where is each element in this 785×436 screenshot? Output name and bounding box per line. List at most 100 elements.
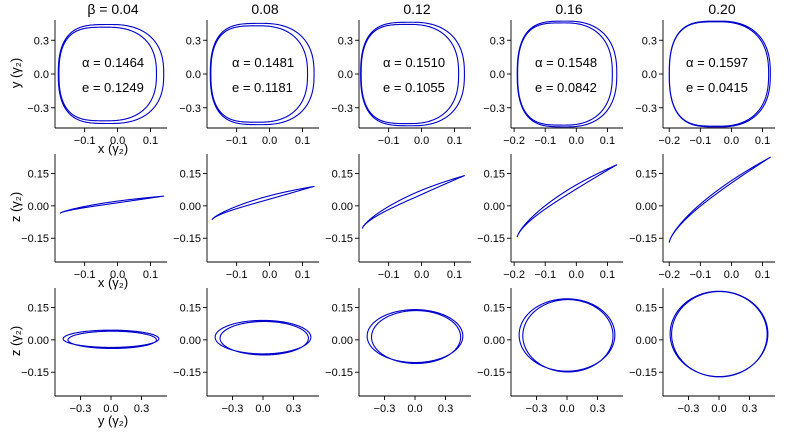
y-tick-label: 0.00 <box>180 335 201 347</box>
x-tick-label: 0.0 <box>724 135 739 147</box>
panel-y-z-beta-0.04: −0.3 0.0 0.3 0.15 0.00 −0.15 <box>21 288 167 415</box>
panel-y-z-beta-0.2: −0.3 0.0 0.3 0.15 0.00 −0.15 <box>629 288 775 415</box>
y-tick-label: 0.3 <box>186 35 201 47</box>
y-tick-label: 0.15 <box>28 168 49 180</box>
alpha-value: α = 0.1597 <box>686 55 748 70</box>
orbit-curve <box>669 290 769 378</box>
x-tick-label: 0.0 <box>262 135 277 147</box>
y-tick-label: 0.15 <box>180 168 201 180</box>
orbit-curve <box>516 164 618 238</box>
x-tick-label: −0.1 <box>74 135 96 147</box>
y-tick-label: −0.3 <box>331 103 353 115</box>
orbit-curve <box>57 23 165 125</box>
x-tick-label: −0.1 <box>534 135 556 147</box>
col-title-1: β = 0.04 <box>87 1 138 17</box>
x-tick-label: 0.0 <box>569 135 584 147</box>
orbit-curve <box>209 22 315 126</box>
y-tick-label: 0.0 <box>186 69 201 81</box>
orbit-curve <box>361 175 465 229</box>
y-tick-label: 0.0 <box>490 69 505 81</box>
x-tick-label: 0.3 <box>134 403 149 415</box>
e-value: e = 0.1181 <box>232 80 293 95</box>
alpha-value: α = 0.1464 <box>82 55 144 70</box>
col-title-2: 0.08 <box>251 1 278 17</box>
y-tick-label: 0.00 <box>28 335 49 347</box>
panel-x-y-beta-0.16: −0.2 −0.1 0.0 0.1 0.3 0.0 −0.3 <box>483 20 623 147</box>
row1-xlabel: x (γ₂) <box>98 141 128 156</box>
orbit-curve <box>516 20 618 128</box>
y-tick-label: −0.3 <box>635 103 657 115</box>
x-tick-label: −0.2 <box>658 269 680 281</box>
x-tick-label: −0.1 <box>378 135 400 147</box>
x-tick-label: −0.3 <box>222 403 244 415</box>
e-value: e = 0.0842 <box>535 80 597 95</box>
row3-xlabel: y (γ₂) <box>98 413 128 428</box>
panel-x-z-beta-0.16: −0.2 −0.1 0.0 0.1 0.15 0.00 −0.15 <box>477 154 623 281</box>
y-tick-label: 0.3 <box>490 35 505 47</box>
panel-x-z-beta-0.2: −0.2 −0.1 0.0 0.1 0.15 0.00 −0.15 <box>629 154 775 281</box>
x-tick-label: 0.1 <box>755 269 770 281</box>
x-tick-label: 0.3 <box>590 403 605 415</box>
row2-xlabel: x (γ₂) <box>98 275 128 290</box>
y-tick-label: 0.15 <box>636 302 657 314</box>
panel-x-y-beta-0.12: −0.1 0.0 0.1 0.3 0.0 −0.3 <box>331 20 471 147</box>
panel-x-z-beta-0.08: −0.1 0.0 0.1 0.15 0.00 −0.15 <box>173 154 319 281</box>
orbit-curve <box>668 156 771 243</box>
annotation-col-5: α = 0.1597 e = 0.0415 <box>686 55 748 95</box>
panel-x-z-beta-0.12: −0.1 0.0 0.1 0.15 0.00 −0.15 <box>325 154 471 281</box>
x-tick-label: −0.1 <box>226 135 248 147</box>
orbit-curve <box>214 319 312 356</box>
x-tick-label: 0.3 <box>742 403 757 415</box>
panel-y-z-beta-0.08: −0.3 0.0 0.3 0.15 0.00 −0.15 <box>173 288 319 415</box>
y-tick-label: −0.15 <box>325 233 353 245</box>
x-tick-label: 0.0 <box>414 135 429 147</box>
x-tick-label: 0.1 <box>447 135 462 147</box>
x-tick-label: −0.3 <box>70 403 92 415</box>
orbit-curve <box>62 329 160 350</box>
x-tick-label: −0.1 <box>74 269 96 281</box>
annotation-col-1: α = 0.1464 e = 0.1249 <box>82 55 144 95</box>
y-tick-label: 0.00 <box>636 201 657 213</box>
x-tick-label: −0.2 <box>658 135 680 147</box>
col-title-3: 0.12 <box>403 1 430 17</box>
x-tick-label: −0.3 <box>374 403 396 415</box>
x-tick-label: 0.0 <box>569 269 584 281</box>
x-tick-label: 0.0 <box>103 403 118 415</box>
y-tick-label: 0.15 <box>332 168 353 180</box>
x-tick-label: −0.1 <box>689 269 711 281</box>
x-tick-label: −0.2 <box>503 269 525 281</box>
e-value: e = 0.0415 <box>686 80 748 95</box>
panel-y-z-beta-0.16: −0.3 0.0 0.3 0.15 0.00 −0.15 <box>477 288 623 415</box>
y-tick-label: 0.00 <box>332 335 353 347</box>
y-tick-label: 0.3 <box>34 35 49 47</box>
y-tick-label: 0.15 <box>484 168 505 180</box>
x-tick-label: 0.0 <box>110 269 125 281</box>
y-tick-label: 0.00 <box>180 201 201 213</box>
x-tick-label: −0.1 <box>534 269 556 281</box>
x-tick-label: 0.1 <box>143 269 158 281</box>
y-tick-label: 0.00 <box>636 335 657 347</box>
y-tick-label: −0.15 <box>21 367 49 379</box>
alpha-value: α = 0.1548 <box>535 55 597 70</box>
x-tick-label: 0.0 <box>414 269 429 281</box>
x-tick-label: 0.1 <box>447 269 462 281</box>
x-tick-label: 0.3 <box>286 403 301 415</box>
x-tick-label: 0.0 <box>262 269 277 281</box>
y-tick-label: −0.15 <box>21 233 49 245</box>
annotation-col-3: α = 0.1510 e = 0.1055 <box>383 55 445 95</box>
x-tick-label: −0.3 <box>678 403 700 415</box>
x-tick-label: 0.1 <box>600 269 615 281</box>
x-tick-label: −0.1 <box>226 269 248 281</box>
y-tick-label: 0.0 <box>34 69 49 81</box>
annotation-col-2: α = 0.1481 e = 0.1181 <box>232 55 294 95</box>
y-tick-label: 0.3 <box>642 35 657 47</box>
panel-x-y-beta-0.08: −0.1 0.0 0.1 0.3 0.0 −0.3 <box>179 20 319 147</box>
panel-y-z-beta-0.12: −0.3 0.0 0.3 0.15 0.00 −0.15 <box>325 288 471 415</box>
e-value: e = 0.1249 <box>82 80 144 95</box>
panel-x-y-beta-0.2: −0.2 −0.1 0.0 0.1 0.3 0.0 −0.3 <box>635 20 775 147</box>
e-value: e = 0.1055 <box>383 80 445 95</box>
x-tick-label: 0.1 <box>295 269 310 281</box>
orbit-curve <box>518 298 616 373</box>
col-title-4: 0.16 <box>555 1 582 17</box>
